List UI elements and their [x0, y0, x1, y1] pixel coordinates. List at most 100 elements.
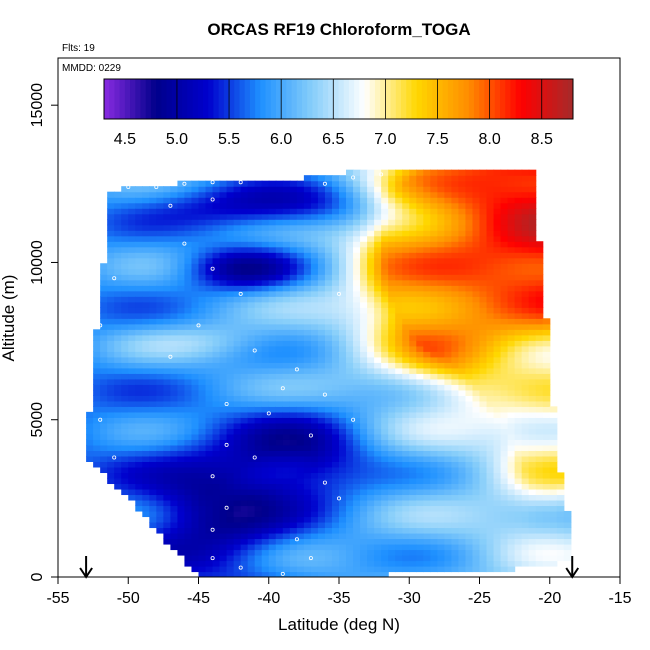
heat-cell [346, 175, 354, 182]
heat-cell [360, 384, 368, 391]
heat-cell [261, 450, 270, 457]
heat-cell [282, 406, 291, 413]
heat-cell [479, 356, 488, 363]
heat-cell [388, 477, 396, 485]
heat-cell [479, 477, 488, 485]
heat-cell [261, 488, 270, 496]
heat-cell [268, 378, 277, 385]
heat-cell [458, 406, 467, 413]
heat-cell [535, 395, 544, 402]
heat-cell [212, 488, 221, 496]
heat-cell [472, 257, 481, 264]
heat-cell [121, 202, 129, 209]
heat-cell [170, 274, 179, 281]
heat-cell [226, 224, 235, 231]
heat-cell [430, 450, 438, 457]
heat-cell [156, 389, 164, 396]
heat-cell [535, 466, 544, 474]
heat-cell [261, 466, 270, 474]
heat-cell [331, 483, 340, 490]
heat-cell [493, 472, 502, 479]
heat-cell [177, 340, 186, 347]
heat-cell [191, 400, 200, 407]
heat-cell [205, 543, 214, 551]
heat-cell [135, 428, 143, 435]
heat-cell [542, 384, 551, 391]
heat-cell [535, 411, 544, 418]
heat-cell [156, 433, 164, 440]
heat-cell [240, 527, 249, 534]
heat-cell [416, 538, 424, 545]
heat-cell [465, 323, 474, 330]
heat-cell [402, 554, 410, 562]
heat-cell [360, 340, 368, 347]
heat-cell [430, 373, 438, 380]
heat-cell [507, 400, 516, 407]
heat-cell [402, 208, 410, 215]
heat-cell [360, 301, 368, 308]
heat-cell [331, 411, 340, 418]
heat-cell [170, 400, 179, 407]
heat-cell [353, 318, 361, 325]
heat-cell [374, 175, 382, 182]
heat-cell [296, 219, 305, 226]
heat-cell [289, 521, 298, 529]
heat-cell [514, 367, 523, 374]
heat-cell [121, 351, 129, 358]
heat-cell [121, 340, 129, 347]
heat-cell [86, 439, 94, 446]
heat-cell [409, 411, 417, 418]
heat-cell [177, 389, 186, 396]
heat-cell [430, 307, 438, 314]
heat-cell [465, 505, 474, 512]
heat-cell [514, 180, 523, 187]
heat-cell [247, 395, 256, 402]
heat-cell [444, 252, 452, 259]
heat-cell [535, 389, 544, 396]
heat-cell [317, 202, 326, 209]
heat-cell [212, 532, 221, 540]
heat-cell [93, 455, 101, 462]
heat-cell [353, 439, 361, 446]
heat-cell [107, 312, 115, 319]
heat-cell [444, 378, 452, 385]
heat-cell [233, 450, 242, 457]
heat-cell [430, 472, 438, 479]
heat-cell [240, 329, 249, 336]
heat-cell [240, 422, 249, 429]
heat-cell [367, 312, 375, 319]
heat-cell [226, 505, 235, 512]
heat-cell [184, 340, 193, 347]
heat-cell [170, 428, 179, 435]
heat-cell [500, 565, 509, 573]
heat-cell [121, 252, 129, 259]
heat-cell [409, 246, 417, 253]
heat-cell [121, 230, 129, 237]
heat-cell [324, 213, 333, 220]
heat-cell [346, 219, 354, 226]
heat-cell [205, 285, 214, 292]
heat-cell [149, 296, 157, 303]
heat-cell [149, 406, 157, 413]
heat-cell [163, 406, 172, 413]
colorbar-swatch [275, 79, 282, 119]
heat-cell [310, 422, 319, 429]
heat-cell [296, 521, 305, 529]
heat-cell [556, 527, 565, 534]
heat-cell [177, 455, 186, 462]
heat-cell [514, 499, 523, 507]
heat-cell [303, 494, 312, 501]
heat-cell [451, 362, 460, 369]
heat-cell [135, 356, 143, 363]
heat-cell [416, 499, 424, 507]
heat-cell [395, 197, 403, 204]
heat-cell [233, 252, 242, 259]
heat-cell [514, 340, 523, 347]
heat-cell [177, 444, 186, 451]
heat-cell [479, 411, 488, 418]
heat-cell [353, 411, 361, 418]
heat-cell [465, 186, 474, 193]
heat-cell [388, 323, 396, 330]
colorbar-swatch [265, 79, 272, 119]
heat-cell [142, 191, 150, 198]
